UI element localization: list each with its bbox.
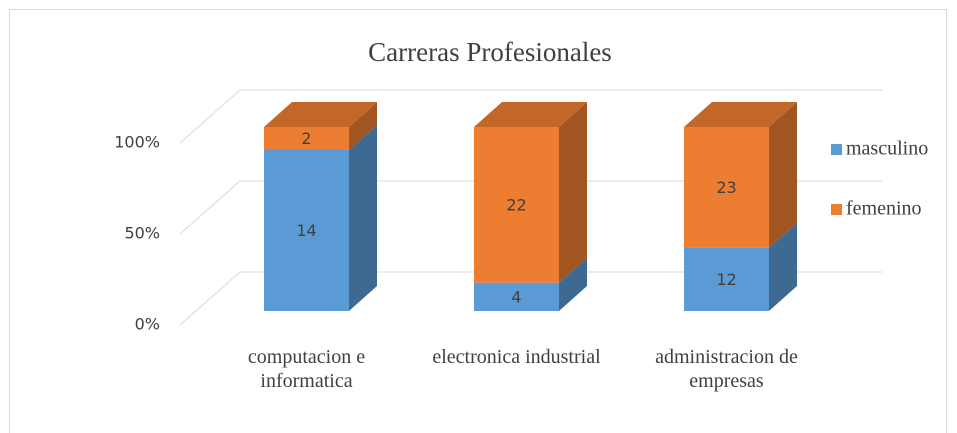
data-label: 23 — [716, 178, 736, 197]
grid-floor-line — [179, 180, 241, 235]
grid-floor-line — [179, 89, 241, 144]
bar-top — [474, 102, 587, 127]
bar-front — [684, 247, 769, 311]
grid-floor-line — [179, 271, 241, 326]
bar-side — [559, 102, 587, 283]
bar-front — [684, 127, 769, 248]
chart-title: Carreras Profesionales — [368, 37, 612, 67]
y-tick-label: 0% — [135, 315, 160, 334]
bar-side — [349, 125, 377, 311]
legend-label: masculino — [846, 138, 928, 160]
bar-front — [264, 150, 349, 311]
data-label: 12 — [716, 270, 736, 289]
legend-label: femenino — [846, 198, 922, 220]
y-tick-label: 100% — [114, 133, 160, 152]
data-label: 2 — [301, 129, 311, 148]
chart-border — [9, 9, 947, 433]
bar-side — [559, 257, 587, 311]
x-tick-label: electronica industrial — [432, 346, 601, 368]
data-label: 14 — [296, 221, 316, 240]
bar-top — [684, 102, 797, 127]
x-tick-label: administracion de empresas — [655, 346, 798, 392]
bar-front — [264, 127, 349, 150]
data-label: 4 — [511, 287, 521, 306]
data-label: 22 — [506, 195, 526, 214]
bar-side — [349, 102, 377, 150]
y-tick-label: 50% — [124, 224, 160, 243]
x-tick-label: computacion e informatica — [247, 346, 366, 392]
bar-front — [474, 282, 559, 311]
bar-top — [264, 102, 377, 127]
bar-front — [474, 127, 559, 283]
legend-swatch — [831, 204, 842, 215]
bar-side — [769, 102, 797, 248]
legend-swatch — [831, 144, 842, 155]
bar-side — [769, 222, 797, 311]
